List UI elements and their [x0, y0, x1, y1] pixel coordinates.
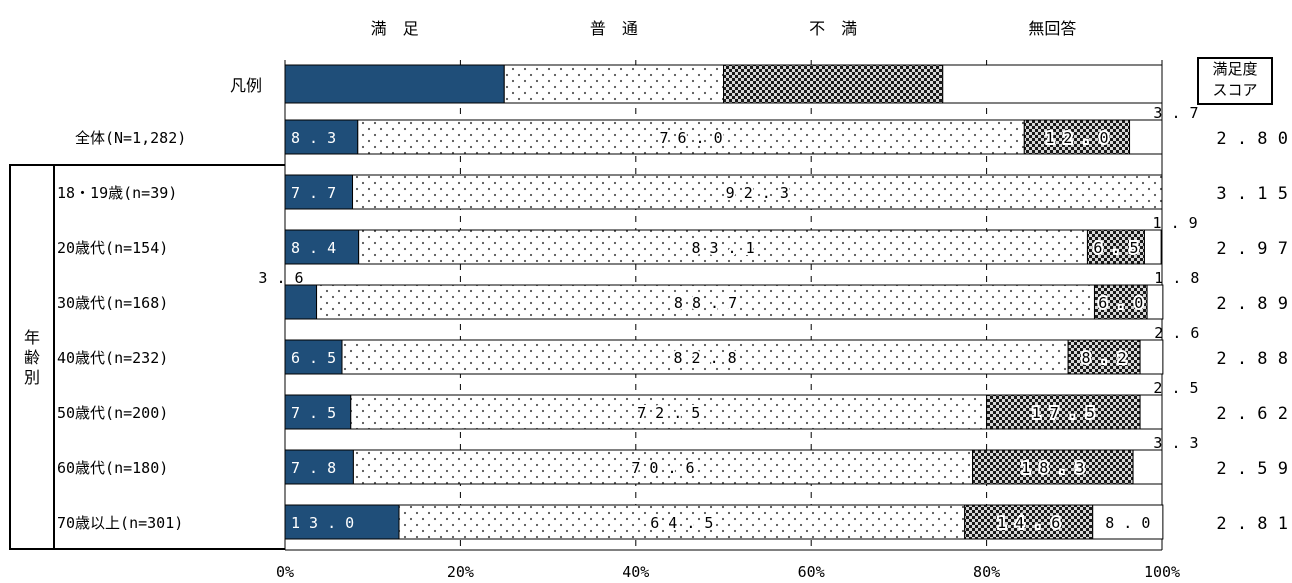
bar-segment: [1132, 449, 1163, 485]
row-label: 70歳以上(n=301): [57, 514, 183, 532]
bar-segment: [1146, 284, 1164, 320]
bar-segment: [1139, 394, 1163, 430]
bar-segment: [352, 174, 1163, 210]
bar-segment: [358, 229, 1088, 265]
data-label: 2 . 6: [1154, 324, 1199, 342]
score-value: 2 . 8 0: [1216, 129, 1288, 149]
bar-segment: [398, 504, 966, 540]
data-label: 1 7 . 5: [1032, 404, 1095, 422]
bar-segment: [284, 229, 360, 265]
score-value: 2 . 6 2: [1216, 404, 1288, 424]
x-tick-label: 80%: [973, 563, 1000, 581]
legend-swatch: [503, 64, 724, 104]
data-label: 7 . 5: [291, 404, 336, 422]
x-tick-label: 60%: [798, 563, 825, 581]
data-label: 1 . 9: [1153, 214, 1198, 232]
data-label: 6 . 0: [1098, 294, 1143, 312]
group-label: 齢: [24, 348, 40, 367]
score-header: 満足度 スコア: [1197, 57, 1273, 105]
bar-segment: [352, 449, 974, 485]
group-bracket: [9, 164, 55, 550]
x-tick-label: 20%: [447, 563, 474, 581]
row-label: 全体(N=1,282): [75, 129, 186, 147]
bar-segment: [350, 394, 988, 430]
bar-segment: [1092, 504, 1164, 540]
data-label: 7 6 . 0: [659, 129, 722, 147]
bar-segment: [316, 284, 1095, 320]
legend-swatch: [723, 64, 944, 104]
bar-segment: [964, 504, 1094, 540]
data-label: 8 . 2: [1082, 349, 1127, 367]
data-label: 6 4 . 5: [650, 514, 713, 532]
data-label: 1 3 . 0: [291, 514, 354, 532]
score-header-line-1: 満足度: [1212, 60, 1258, 78]
legend-swatch: [942, 64, 1163, 104]
data-label: 6 . 5: [291, 349, 336, 367]
data-label: 9 2 . 3: [726, 184, 789, 202]
data-label: 8 2 . 8: [673, 349, 736, 367]
x-tick-label: 40%: [622, 563, 649, 581]
bar-segment: [1143, 229, 1162, 265]
score-header-line-2: スコア: [1212, 81, 1258, 99]
score-value: 2 . 9 7: [1216, 239, 1288, 259]
legend-category-label: 満 足: [371, 19, 419, 38]
group-label: 年: [24, 328, 40, 347]
row-label: 60歳代(n=180): [57, 459, 168, 477]
data-label: 1 2 . 0: [1045, 129, 1108, 147]
row-label: 50歳代(n=200): [57, 404, 168, 422]
bar-segment: [1067, 339, 1141, 375]
row-label: 40歳代(n=232): [57, 349, 168, 367]
bar-segment: [284, 174, 354, 210]
score-value: 2 . 5 9: [1216, 459, 1288, 479]
data-label: 7 2 . 5: [637, 404, 700, 422]
row-label: 18・19歳(n=39): [57, 184, 177, 202]
legend-category-label: 普 通: [590, 19, 638, 38]
bar-segment: [284, 284, 318, 320]
bar-segment: [1093, 284, 1148, 320]
legend-swatch: [284, 64, 505, 104]
row-label: 20歳代(n=154): [57, 239, 168, 257]
data-label: 6 . 5: [1093, 239, 1138, 257]
data-label: 7 . 7: [291, 184, 336, 202]
bar-segment: [972, 449, 1134, 485]
group-label: 別: [24, 368, 40, 387]
score-value: 2 . 8 1: [1216, 514, 1288, 534]
legend-category-label: 無回答: [1028, 19, 1076, 38]
data-label: 3 . 6: [258, 269, 303, 287]
score-value: 3 . 1 5: [1216, 184, 1288, 204]
data-label: 8 8 . 7: [674, 294, 737, 312]
data-label: 1 4 . 6: [997, 514, 1060, 532]
row-label: 30歳代(n=168): [57, 294, 168, 312]
data-label: 8 . 0: [1105, 514, 1150, 532]
data-label: 8 . 4: [291, 239, 336, 257]
bar-segment: [284, 449, 354, 485]
legend-category-label: 不 満: [809, 19, 857, 38]
legend-row-label: 凡例: [230, 76, 262, 95]
score-value: 2 . 8 9: [1216, 294, 1288, 314]
bar-segment: [1129, 119, 1163, 155]
data-label: 2 . 5: [1153, 379, 1198, 397]
bar-segment: [1139, 339, 1164, 375]
data-label: 3 . 7: [1153, 104, 1198, 122]
bar-segment: [986, 394, 1141, 430]
data-label: 3 . 3: [1153, 434, 1198, 452]
bar-segment: [1086, 229, 1145, 265]
data-label: 8 . 3: [291, 129, 336, 147]
data-label: 1 8 . 3: [1021, 459, 1084, 477]
data-label: 7 . 8: [291, 459, 336, 477]
x-tick-label: 0%: [276, 563, 294, 581]
bar-segment: [357, 119, 1025, 155]
bar-segment: [284, 339, 343, 375]
x-tick-label: 100%: [1144, 563, 1180, 581]
data-label: 8 3 . 1: [691, 239, 754, 257]
score-value: 2 . 8 8: [1216, 349, 1288, 369]
data-label: 1 . 8: [1154, 269, 1199, 287]
bar-segment: [1023, 119, 1131, 155]
data-label: 7 0 . 6: [631, 459, 694, 477]
